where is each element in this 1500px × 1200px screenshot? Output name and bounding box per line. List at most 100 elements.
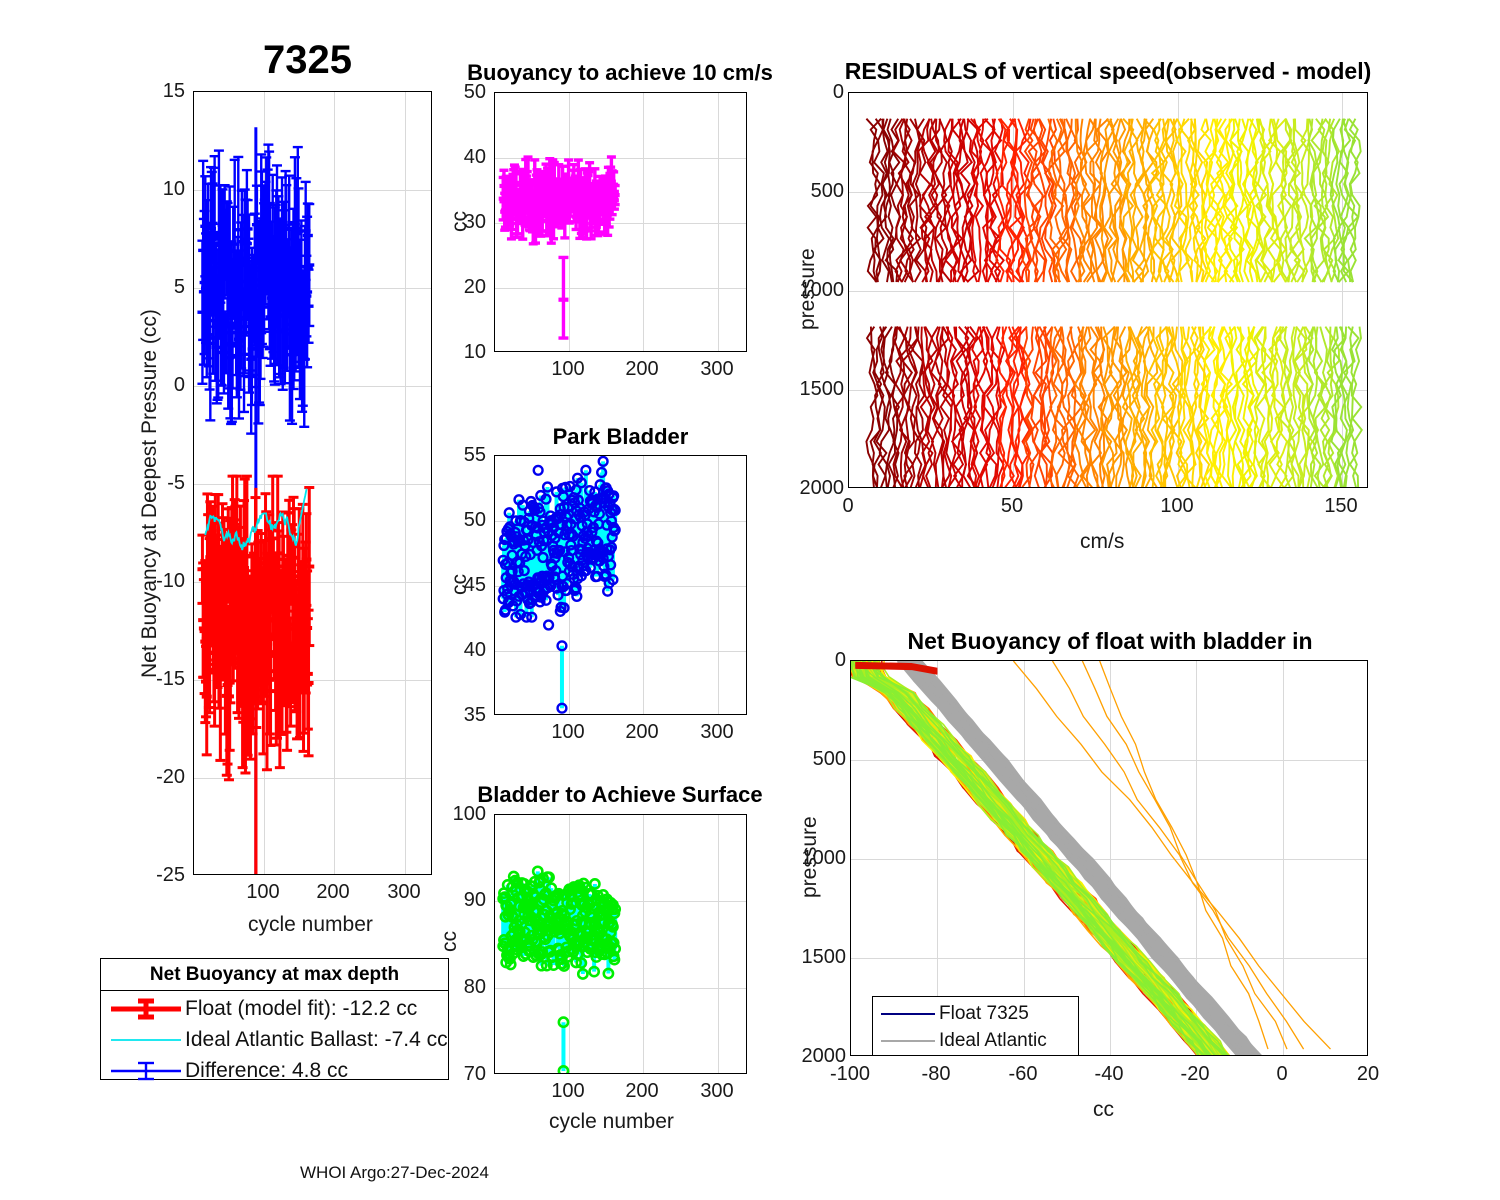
gridline-h (495, 521, 746, 522)
errorbar-sample-red (107, 998, 185, 1020)
panel-title: RESIDUALS of vertical speed(observed - m… (844, 58, 1372, 84)
line-sample-navy (877, 1005, 939, 1023)
gridline-h (194, 190, 431, 191)
gridline-h (851, 958, 1367, 959)
legend-label: Ideal Atlantic Ballast: -7.4 cc (185, 1027, 448, 1051)
panel-title: Park Bladder (552, 424, 689, 449)
panel-title: Buoyancy to achieve 10 cm/s (467, 60, 773, 85)
ytick-label: 70 (463, 1063, 486, 1085)
xtick-label: 100 (551, 1080, 585, 1102)
legend-float-ideal[interactable]: Float 7325 Ideal Atlantic (872, 996, 1079, 1056)
ytick-label: 0 (832, 81, 844, 103)
xaxis-label: cc (1093, 1098, 1114, 1121)
legend-item-difference[interactable]: Difference: 4.8 cc (107, 1055, 448, 1086)
gridline-h (495, 586, 746, 587)
gridline-v (718, 456, 719, 714)
ytick-label: 100 (452, 803, 486, 825)
gridline-v (334, 92, 335, 874)
gridline-h (495, 223, 746, 224)
xtick-label: 0 (1276, 1063, 1288, 1085)
ytick-label: 35 (463, 704, 486, 726)
ytick-label: 10 (162, 178, 185, 200)
legend-item-ideal-ballast[interactable]: Ideal Atlantic Ballast: -7.4 cc (107, 1024, 448, 1055)
xaxis-label: cycle number (248, 913, 373, 936)
legend-label: Float (model fit): -12.2 cc (185, 996, 418, 1020)
gridline-h (495, 158, 746, 159)
legend-item-float-7325[interactable]: Float 7325 (877, 1000, 1078, 1027)
xtick-label: 100 (246, 881, 280, 903)
ytick-label: -25 (156, 864, 185, 886)
plot-series-buoyancy-10cms (498, 155, 620, 340)
ytick-label: 50 (463, 81, 486, 103)
xtick-label: 50 (1000, 495, 1024, 517)
ytick-label: 90 (463, 889, 486, 911)
ytick-label: -10 (156, 570, 185, 592)
gridline-h (851, 859, 1367, 860)
yaxis-label: pressure (796, 248, 819, 330)
plot-series-park-bladder (497, 456, 621, 714)
xaxis-label: cycle number (549, 1110, 674, 1133)
gridline-v (1178, 93, 1179, 487)
legend-label: Difference: 4.8 cc (185, 1058, 349, 1082)
ytick-label: 80 (463, 976, 486, 998)
gridline-h (194, 582, 431, 583)
ytick-label: 30 (463, 211, 486, 233)
gridline-v (1013, 93, 1014, 487)
gridline-h (194, 680, 431, 681)
gridline-v (643, 93, 644, 351)
gridline-v (405, 92, 406, 874)
ytick-label: 15 (162, 80, 185, 102)
ytick-label: -15 (156, 668, 185, 690)
axes-park-bladder[interactable] (494, 455, 747, 715)
ytick-label: -20 (156, 766, 185, 788)
gridline-h (194, 778, 431, 779)
ytick-label: 1500 (801, 946, 847, 968)
line-sample-cyan (107, 1029, 185, 1051)
axes-residuals[interactable] (848, 92, 1368, 488)
gridline-h (851, 760, 1367, 761)
xtick-label: 20 (1356, 1063, 1380, 1085)
ytick-label: 1000 (801, 847, 847, 869)
ytick-label: -5 (167, 472, 185, 494)
yaxis-label: pressure (798, 816, 821, 898)
gridline-v (569, 456, 570, 714)
legend-label: Float 7325 (939, 1002, 1029, 1024)
ytick-label: 40 (463, 639, 486, 661)
gridline-h (194, 288, 431, 289)
gridline-v (643, 815, 644, 1073)
xtick-label: -100 (829, 1063, 871, 1085)
axes-net-buoyancy-bladder-in[interactable] (850, 660, 1368, 1056)
ytick-label: 0 (173, 374, 185, 396)
footer-credit: WHOI Argo:27-Dec-2024 (300, 1163, 489, 1182)
gridline-h (495, 901, 746, 902)
xtick-label: 100 (551, 721, 585, 743)
legend-item-float[interactable]: Float (model fit): -12.2 cc (107, 993, 448, 1024)
gridline-v (1342, 93, 1343, 487)
ytick-label: 2000 (801, 1045, 847, 1067)
xtick-label: -60 (1008, 1063, 1038, 1085)
legend-label: Ideal Atlantic (939, 1029, 1047, 1051)
plot-series-net-buoyancy (197, 127, 315, 874)
axes-bladder-surface[interactable] (494, 814, 747, 1074)
gridline-v (643, 456, 644, 714)
ytick-label: 1000 (799, 279, 845, 301)
legend-item-ideal-atlantic[interactable]: Ideal Atlantic (877, 1027, 1078, 1054)
xtick-label: 0 (842, 495, 854, 517)
ytick-label: 10 (463, 341, 486, 363)
errorbar-sample-blue (107, 1060, 185, 1082)
xtick-label: 200 (625, 358, 659, 380)
ytick-label: 0 (834, 649, 846, 671)
xaxis-label: cm/s (1080, 530, 1125, 553)
gridline-v (264, 92, 265, 874)
legend-net-buoyancy-max-depth[interactable]: Net Buoyancy at max depth Float (model f… (100, 958, 449, 1082)
axes-net-buoyancy-deepest[interactable] (193, 91, 432, 875)
xtick-label: 300 (700, 358, 734, 380)
ytick-label: 5 (173, 276, 185, 298)
xtick-label: 100 (551, 358, 585, 380)
xtick-label: -20 (1180, 1063, 1210, 1085)
xtick-label: 200 (625, 721, 659, 743)
axes-buoyancy-10cms[interactable] (494, 92, 747, 352)
page-title: 7325 (263, 38, 352, 82)
plot-series-net-buoyancy-bladder (851, 661, 1331, 1055)
ytick-label: 50 (463, 509, 486, 531)
